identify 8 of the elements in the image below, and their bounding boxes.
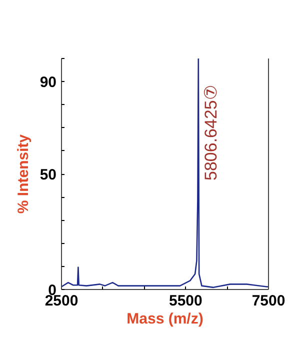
x-tick-label: 5500: [169, 292, 202, 310]
y-tick-label: 50: [40, 166, 57, 184]
x-axis-title: Mass (m/z): [126, 310, 204, 328]
annotation: 5806.6425⑦: [201, 85, 220, 180]
y-axis-title: % Intensity: [14, 134, 32, 214]
x-tick-label: 7500: [252, 292, 286, 310]
y-tick-label: 90: [40, 74, 57, 92]
line-series: [62, 58, 268, 288]
